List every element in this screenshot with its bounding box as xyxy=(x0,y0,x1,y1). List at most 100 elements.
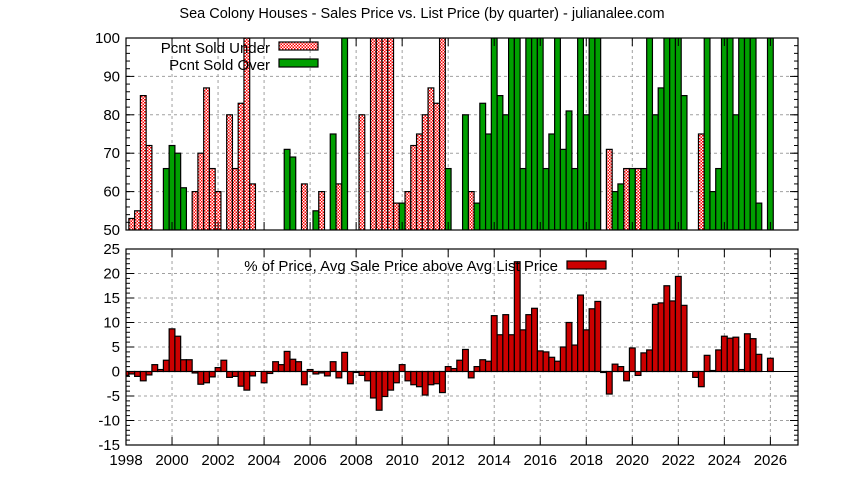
bar-avg-sale-above-list xyxy=(358,370,366,377)
bar-avg-sale-above-list xyxy=(692,370,700,378)
x-tick-label: 2012 xyxy=(432,452,465,469)
bar-avg-sale-above-list xyxy=(755,353,763,373)
bar-sold-over xyxy=(582,114,590,230)
y-tick-label: 5 xyxy=(112,339,120,356)
bar-sold-over xyxy=(571,167,579,230)
bar-sold-over xyxy=(640,167,648,230)
bar-sold-under xyxy=(231,167,239,230)
y-tick-label: 60 xyxy=(103,184,120,201)
bar-sold-under xyxy=(623,167,631,230)
bar-sold-over xyxy=(502,114,510,230)
bar-avg-sale-above-list xyxy=(444,366,452,373)
x-tick-label: 2006 xyxy=(293,452,326,469)
bar-avg-sale-above-list xyxy=(646,349,654,373)
bar-avg-sale-above-list xyxy=(640,352,648,373)
bar-sold-over xyxy=(651,114,659,230)
x-tick-label: 2020 xyxy=(616,452,649,469)
bar-sold-under xyxy=(318,191,326,230)
bar-sold-over xyxy=(513,38,521,230)
bar-avg-sale-above-list xyxy=(410,370,418,386)
bar-sold-under xyxy=(369,38,377,230)
bar-sold-under xyxy=(392,202,400,230)
bar-sold-over xyxy=(749,38,757,230)
bar-avg-sale-above-list xyxy=(341,351,349,373)
bar-avg-sale-above-list xyxy=(289,358,297,373)
x-tick-label: 2016 xyxy=(524,452,557,469)
bar-avg-sale-above-list xyxy=(766,357,774,373)
bar-avg-sale-above-list xyxy=(145,370,153,376)
bar-sold-over xyxy=(162,167,170,230)
bar-sold-under xyxy=(697,133,705,230)
bar-sold-under xyxy=(134,210,141,230)
bar-sold-under xyxy=(214,191,222,230)
bar-sold-over xyxy=(703,38,711,230)
y-tick-label: 10 xyxy=(103,315,120,332)
bar-sold-over xyxy=(628,167,636,230)
bar-sold-over xyxy=(180,187,188,230)
bar-sold-over xyxy=(577,38,584,230)
y-tick-label: 15 xyxy=(103,290,120,307)
bar-avg-sale-above-list xyxy=(329,361,337,373)
bar-avg-sale-above-list xyxy=(392,370,400,384)
bar-avg-sale-above-list xyxy=(456,359,464,373)
bar-sold-over xyxy=(680,94,688,230)
bar-avg-sale-above-list xyxy=(180,359,188,373)
bar-sold-over xyxy=(674,38,682,230)
bar-avg-sale-above-list xyxy=(404,370,412,382)
bar-sold-over xyxy=(490,38,498,230)
bar-avg-sale-above-list xyxy=(536,350,544,373)
bar-sold-under xyxy=(415,133,423,230)
bar-sold-over xyxy=(715,167,723,230)
bar-avg-sale-above-list xyxy=(594,300,602,373)
bar-sold-over xyxy=(341,38,349,230)
x-tick-label: 2022 xyxy=(662,452,695,469)
x-tick-label: 2010 xyxy=(385,452,418,469)
bar-avg-sale-above-list xyxy=(611,363,619,373)
bar-sold-over xyxy=(657,87,665,230)
bar-sold-over xyxy=(329,133,337,230)
bar-avg-sale-above-list xyxy=(628,347,636,373)
bar-avg-sale-above-list xyxy=(364,370,372,382)
bar-avg-sale-above-list xyxy=(220,359,228,373)
bar-avg-sale-above-list xyxy=(168,328,176,373)
bar-sold-under xyxy=(300,183,308,230)
y-tick-label: 20 xyxy=(103,266,120,283)
bar-sold-under xyxy=(433,102,441,230)
bar-avg-sale-above-list xyxy=(531,307,538,373)
bar-avg-sale-above-list xyxy=(749,338,757,373)
bar-avg-sale-above-list xyxy=(260,370,268,384)
bar-sold-over xyxy=(312,210,320,230)
bar-sold-under xyxy=(634,167,642,230)
bar-sold-over xyxy=(519,167,527,230)
bar-avg-sale-above-list xyxy=(375,370,383,411)
bar-avg-sale-above-list xyxy=(663,285,671,373)
bar-avg-sale-above-list xyxy=(249,370,257,377)
bar-avg-sale-above-list xyxy=(283,350,291,373)
bar-sold-over xyxy=(726,38,734,230)
bar-sold-over xyxy=(473,202,481,230)
bar-avg-sale-above-list xyxy=(582,329,590,373)
bar-avg-sale-above-list xyxy=(174,335,182,373)
bar-avg-sale-above-list xyxy=(680,304,688,373)
bar-avg-sale-above-list xyxy=(272,361,280,373)
bar-sold-over xyxy=(283,148,291,230)
bar-sold-over xyxy=(709,191,717,230)
bar-sold-over xyxy=(484,133,492,230)
bar-sold-over xyxy=(669,38,677,230)
bar-avg-sale-above-list xyxy=(743,333,751,373)
bar-sold-under xyxy=(387,38,395,230)
bar-avg-sale-above-list xyxy=(720,335,728,373)
bar-avg-sale-above-list xyxy=(214,366,222,373)
bar-avg-sale-above-list xyxy=(381,370,389,398)
bar-avg-sale-above-list xyxy=(577,294,584,373)
bar-avg-sale-above-list xyxy=(277,364,285,373)
bar-avg-sale-above-list xyxy=(502,314,510,373)
bar-avg-sale-above-list xyxy=(697,370,705,388)
bar-sold-under xyxy=(191,191,199,230)
bar-sold-over xyxy=(554,38,561,230)
bar-avg-sale-above-list xyxy=(134,370,141,378)
bar-avg-sale-above-list xyxy=(237,370,245,387)
bar-sold-over xyxy=(559,148,567,230)
bar-avg-sale-above-list xyxy=(565,321,573,373)
